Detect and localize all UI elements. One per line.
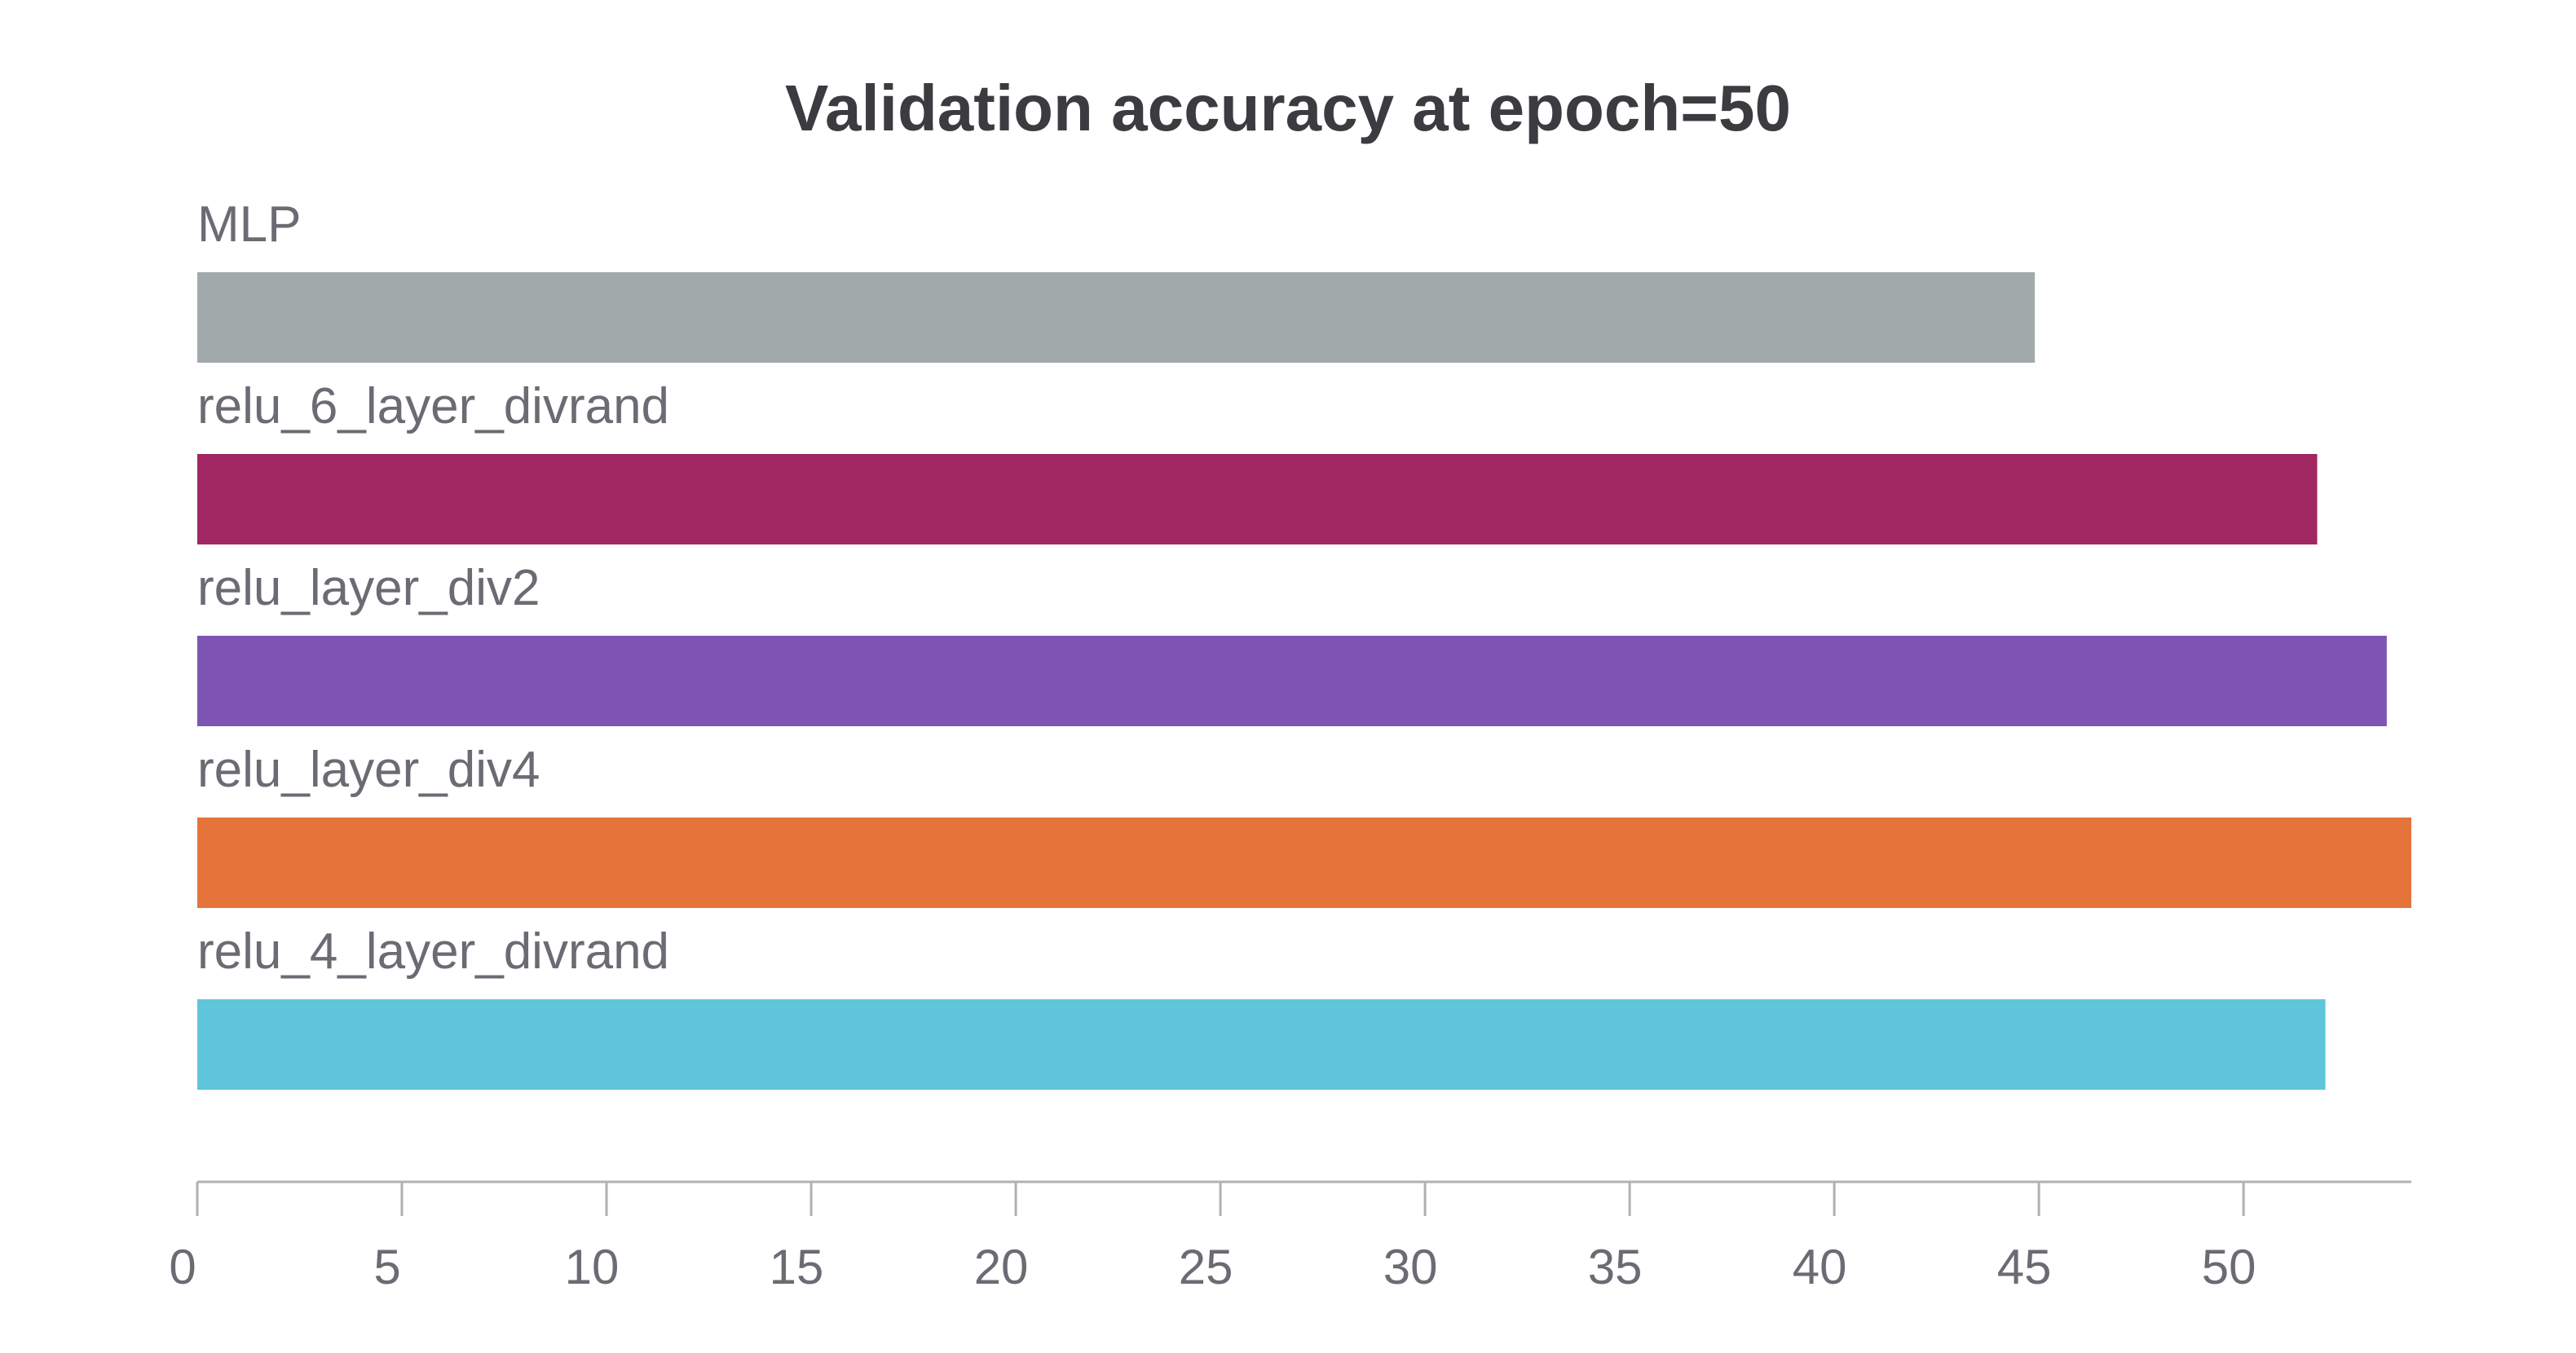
bar-relu-4-layer-divrand[interactable] <box>197 999 2326 1090</box>
category-label: relu_4_layer_divrand <box>197 923 669 980</box>
x-tick-label: 20 <box>974 1240 1029 1294</box>
x-tick-label: 45 <box>1997 1240 2052 1294</box>
bar-mlp[interactable] <box>197 272 2036 363</box>
x-tick-label: 25 <box>1179 1240 1233 1294</box>
chart-title: Validation accuracy at epoch=50 <box>785 72 1791 144</box>
x-tick-label: 5 <box>373 1240 400 1294</box>
x-axis: 0 5 10 15 20 25 30 35 40 45 50 <box>169 1180 2411 1294</box>
x-tick-label: 15 <box>770 1240 824 1294</box>
bars-group: MLP relu_6_layer_divrand relu_layer_div2re… <box>197 196 2411 1090</box>
bar-relu-layer-div2[interactable] <box>197 636 2387 726</box>
x-tick-label: 40 <box>1793 1240 1847 1294</box>
x-tick-label: 35 <box>1588 1240 1643 1294</box>
category-label: relu_layer_div4 <box>197 742 540 798</box>
bar-relu-6-layer-divrand[interactable] <box>197 454 2318 544</box>
x-tick-label: 10 <box>565 1240 620 1294</box>
category-label: relu_6_layer_divrand <box>197 378 669 434</box>
category-label: relu_layer_div2 <box>197 560 540 616</box>
bar-relu-layer-div4[interactable] <box>197 818 2411 908</box>
x-tick-label: 50 <box>2202 1240 2256 1294</box>
x-tick-label: 0 <box>169 1240 196 1294</box>
category-label: MLP <box>197 196 301 253</box>
x-tick-label: 30 <box>1383 1240 1438 1294</box>
